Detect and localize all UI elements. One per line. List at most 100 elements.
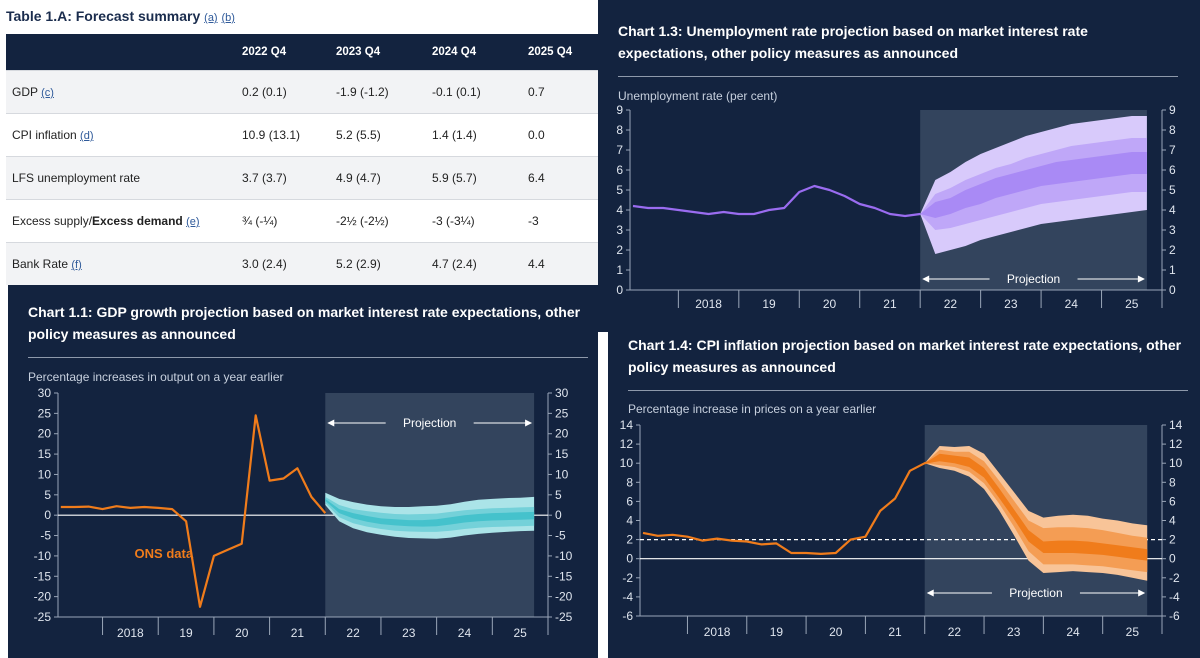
y-axis-label: Percentage increase in prices on a year … bbox=[628, 402, 877, 416]
y-tick-label-right: 30 bbox=[555, 386, 569, 400]
row-label-text: Bank Rate bbox=[12, 257, 69, 271]
y-tick-label-right: 3 bbox=[1169, 223, 1176, 237]
title-divider bbox=[28, 357, 588, 358]
y-tick-label-left: 0 bbox=[44, 508, 51, 522]
y-tick-label-right: 5 bbox=[555, 488, 562, 502]
y-tick-label-right: 4 bbox=[1169, 514, 1176, 528]
table-cell: 4.4 bbox=[527, 242, 598, 285]
y-tick-label-right: 0 bbox=[1169, 552, 1176, 566]
x-tick-label: 24 bbox=[1066, 625, 1080, 639]
y-tick-label-right: 25 bbox=[555, 406, 569, 420]
y-tick-label-right: -5 bbox=[555, 529, 566, 543]
table-cell: 0.2 (0.1) bbox=[241, 70, 335, 114]
y-tick-label-right: 8 bbox=[1169, 123, 1176, 137]
x-tick-label: 19 bbox=[762, 297, 776, 311]
y-tick-label-left: -25 bbox=[34, 610, 52, 624]
table-row: Bank Rate (f) 3.0 (2.4) 5.2 (2.9) 4.7 (2… bbox=[6, 242, 598, 285]
title-divider bbox=[628, 390, 1188, 391]
table-cell: -1.9 (-1.2) bbox=[335, 70, 431, 114]
y-tick-label-left: 20 bbox=[38, 427, 52, 441]
y-tick-label-left: 4 bbox=[626, 514, 633, 528]
x-tick-label: 22 bbox=[346, 626, 360, 640]
x-tick-label: 21 bbox=[883, 297, 897, 311]
y-tick-label-left: 1 bbox=[616, 263, 623, 277]
y-tick-label-left: 10 bbox=[620, 456, 634, 470]
y-tick-label-right: 2 bbox=[1169, 533, 1176, 547]
x-tick-label: 19 bbox=[770, 625, 784, 639]
table-cell: 3.7 (3.7) bbox=[241, 156, 335, 200]
table-cell: -3 (-3¼) bbox=[431, 199, 527, 243]
y-axis-label: Unemployment rate (per cent) bbox=[618, 89, 778, 103]
y-tick-label-right: 1 bbox=[1169, 263, 1176, 277]
x-tick-label: 20 bbox=[235, 626, 249, 640]
y-axis-label: Percentage increases in output on a year… bbox=[28, 370, 284, 384]
x-tick-label: 20 bbox=[829, 625, 843, 639]
fan-band-inner bbox=[325, 498, 535, 527]
table-row: LFS unemployment rate 3.7 (3.7) 4.9 (4.7… bbox=[6, 156, 598, 200]
y-tick-label-left: 5 bbox=[616, 183, 623, 197]
x-tick-label: 2018 bbox=[704, 625, 731, 639]
y-tick-label-right: 9 bbox=[1169, 103, 1176, 117]
y-tick-label-right: 15 bbox=[555, 447, 569, 461]
row-label-text: GDP bbox=[12, 85, 38, 99]
y-tick-label-left: 0 bbox=[616, 283, 623, 297]
table-cell: ¾ (-¼) bbox=[241, 199, 335, 243]
table-note-a[interactable]: (a) bbox=[204, 12, 218, 24]
y-tick-label-left: 9 bbox=[616, 103, 623, 117]
y-tick-label-left: -4 bbox=[622, 590, 633, 604]
x-tick-label: 23 bbox=[1007, 625, 1021, 639]
gdp-chart-panel: Chart 1.1: GDP growth projection based o… bbox=[8, 285, 598, 658]
row-note-link[interactable]: (d) bbox=[80, 130, 94, 142]
x-tick-label: 2018 bbox=[695, 297, 722, 311]
y-tick-label-right: 14 bbox=[1169, 418, 1183, 432]
y-tick-label-right: 6 bbox=[1169, 163, 1176, 177]
projection-arrowhead-right bbox=[525, 419, 533, 427]
table-row: Excess supply/Excess demand (e) ¾ (-¼) -… bbox=[6, 199, 598, 243]
y-tick-label-left: 15 bbox=[38, 447, 52, 461]
y-tick-label-right: -10 bbox=[555, 549, 573, 563]
y-tick-label-right: 20 bbox=[555, 427, 569, 441]
table-cell: 10.9 (13.1) bbox=[241, 113, 335, 157]
table-title: Table 1.A: Forecast summary (a) (b) bbox=[6, 8, 235, 24]
row-note-link[interactable]: (c) bbox=[41, 87, 54, 99]
y-tick-label-right: 5 bbox=[1169, 183, 1176, 197]
row-note-link[interactable]: (f) bbox=[71, 259, 82, 271]
series-line bbox=[60, 414, 327, 608]
y-tick-label-right: 7 bbox=[1169, 143, 1176, 157]
y-tick-label-right: 12 bbox=[1169, 437, 1183, 451]
y-tick-label-right: -4 bbox=[1169, 590, 1180, 604]
fan-band-inner bbox=[920, 152, 1147, 218]
table-cell: 0.7 bbox=[527, 70, 598, 114]
x-tick-label: 19 bbox=[179, 626, 193, 640]
y-tick-label-left: 12 bbox=[620, 437, 634, 451]
y-tick-label-left: 4 bbox=[616, 203, 623, 217]
x-tick-label: 25 bbox=[1125, 297, 1139, 311]
x-tick-label: 21 bbox=[291, 626, 305, 640]
forecast-summary-table-panel: Table 1.A: Forecast summary (a) (b) 2022… bbox=[0, 0, 598, 285]
table-note-b[interactable]: (b) bbox=[221, 12, 235, 24]
y-tick-label-left: 6 bbox=[626, 494, 633, 508]
y-tick-label-right: -25 bbox=[555, 610, 573, 624]
y-tick-label-right: 10 bbox=[1169, 456, 1183, 470]
y-tick-label-right: 0 bbox=[555, 508, 562, 522]
y-tick-label-right: -15 bbox=[555, 569, 573, 583]
chart-title: Chart 1.1: GDP growth projection based o… bbox=[28, 304, 581, 342]
x-tick-label: 24 bbox=[1065, 297, 1079, 311]
row-label: GDP (c) bbox=[6, 70, 241, 114]
projection-label: Projection bbox=[403, 416, 456, 430]
row-note-link[interactable]: (e) bbox=[186, 216, 200, 228]
x-tick-label: 23 bbox=[402, 626, 416, 640]
y-tick-label-left: 0 bbox=[626, 552, 633, 566]
table-title-text: Table 1.A: Forecast summary bbox=[6, 8, 201, 24]
x-tick-label: 20 bbox=[823, 297, 837, 311]
row-label-bold: Excess demand bbox=[92, 214, 183, 228]
x-tick-label: 21 bbox=[888, 625, 902, 639]
table-header-cell: 2025 Q4 bbox=[527, 34, 598, 71]
x-tick-label: 25 bbox=[1126, 625, 1140, 639]
y-tick-label-right: 4 bbox=[1169, 203, 1176, 217]
x-tick-label: 22 bbox=[944, 297, 958, 311]
projection-label: Projection bbox=[1009, 586, 1062, 600]
table-cell: 3.0 (2.4) bbox=[241, 242, 335, 285]
